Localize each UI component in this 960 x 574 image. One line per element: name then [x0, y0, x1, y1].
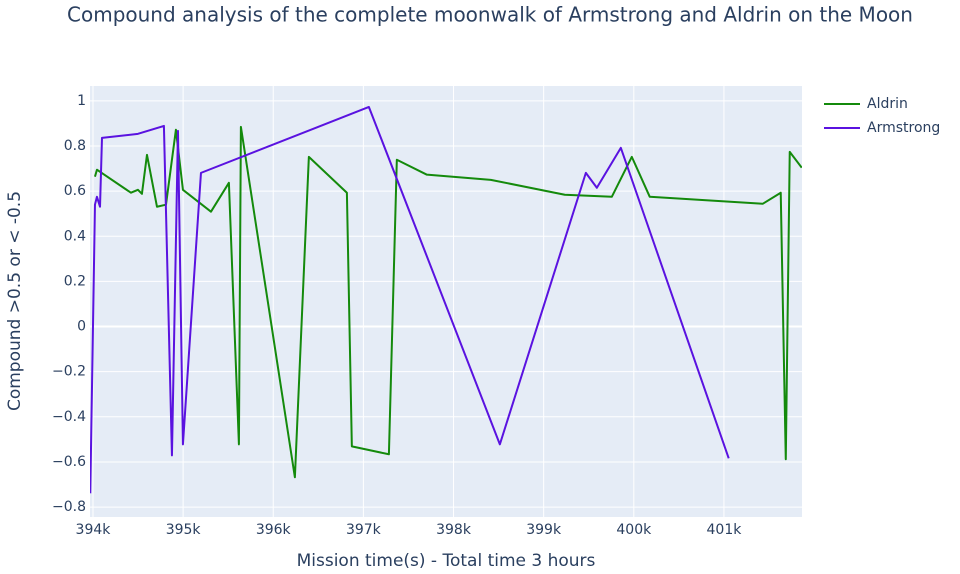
y-axis-title: Compound >0.5 or < -0.5 — [5, 191, 25, 411]
y-tick-label: −0.8 — [52, 499, 86, 515]
labels: 394k 395k 396k 397k 398k 399k 400k 401k −0.8 −0.6… — [52, 93, 940, 538]
y-tick-label: 0.8 — [64, 138, 86, 154]
x-tick-label: 396k — [256, 522, 292, 538]
legend-label: Aldrin — [867, 96, 908, 112]
y-tick-label: 1 — [77, 93, 86, 109]
y-tick-label: 0.6 — [64, 183, 86, 199]
plot-area — [90, 86, 802, 517]
y-tick-label: 0.2 — [64, 273, 86, 289]
x-tick-label: 394k — [76, 522, 112, 538]
chart-title: Compound analysis of the complete moonwa… — [67, 3, 913, 27]
x-tick-label: 401k — [707, 522, 743, 538]
y-tick-label: 0 — [77, 319, 86, 335]
x-tick-label: 395k — [166, 522, 202, 538]
x-tick-label: 399k — [526, 522, 562, 538]
y-tick-label: −0.6 — [52, 454, 86, 470]
y-tick-label: −0.4 — [52, 409, 86, 425]
series-line — [93, 125, 802, 479]
lines — [90, 105, 802, 494]
series-line — [90, 105, 730, 494]
legend-label: Armstrong — [867, 120, 940, 136]
x-tick-label: 397k — [346, 522, 382, 538]
x-tick-label: 398k — [436, 522, 472, 538]
x-tick-label: 400k — [616, 522, 652, 538]
x-axis-title: Mission time(s) - Total time 3 hours — [297, 551, 596, 571]
y-tick-label: −0.2 — [52, 364, 86, 380]
y-tick-label: 0.4 — [64, 228, 86, 244]
